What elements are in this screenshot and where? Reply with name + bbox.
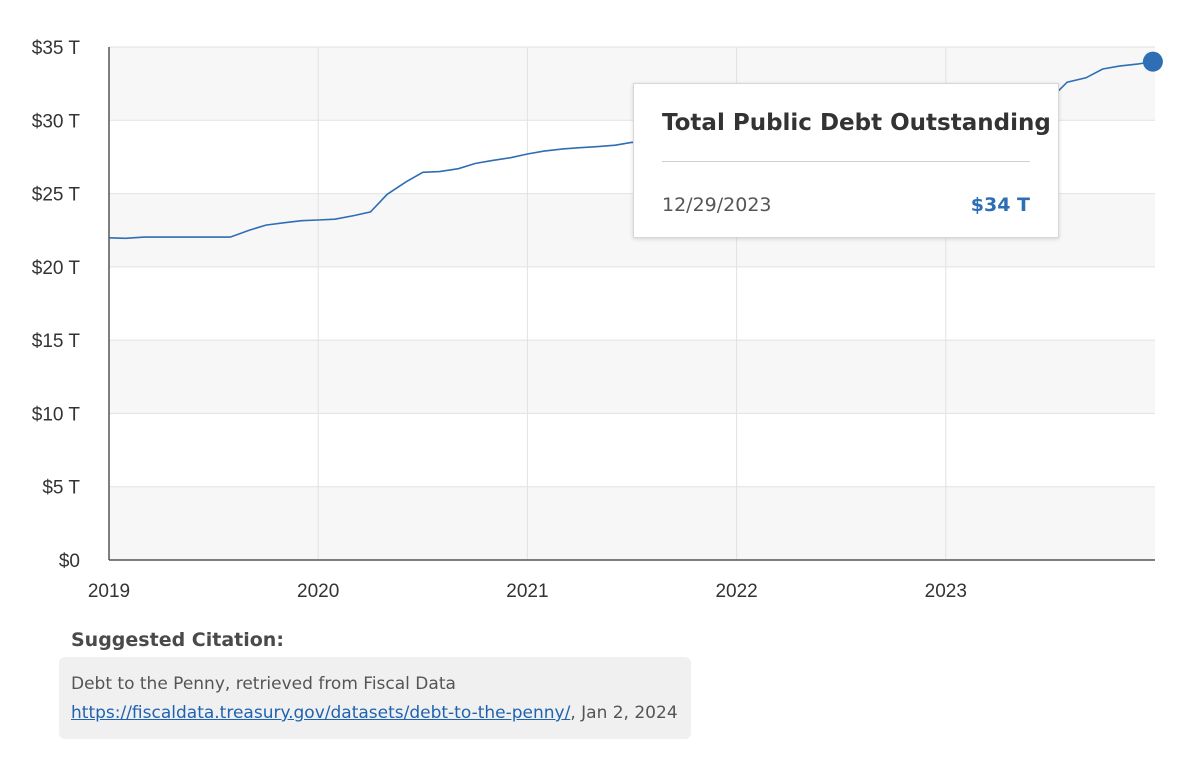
citation-box: Debt to the Penny, retrieved from Fiscal… (59, 657, 691, 739)
highlight-point (1142, 51, 1163, 72)
plot-band (109, 486, 1155, 560)
tooltip-value: $34 T (970, 194, 1030, 216)
y-tick-label: $10 T (32, 404, 81, 425)
plot-band (109, 266, 1155, 341)
citation-date: , Jan 2, 2024 (570, 703, 678, 723)
y-tick-label: $0 (59, 551, 80, 572)
plot-band (109, 413, 1155, 487)
x-tick-label: 2021 (506, 581, 548, 602)
x-tick-label: 2019 (88, 581, 130, 602)
y-tick-label: $5 T (42, 478, 80, 499)
tooltip: Total Public Debt Outstanding 12/29/2023… (633, 83, 1059, 238)
y-tick-label: $35 T (32, 38, 81, 59)
x-tick-label: 2022 (715, 581, 757, 602)
citation-link[interactable]: https://fiscaldata.treasury.gov/datasets… (71, 703, 571, 723)
citation-text: Debt to the Penny, retrieved from Fiscal… (71, 674, 456, 694)
x-tick-label: 2020 (297, 581, 339, 602)
plot-band (109, 340, 1155, 414)
y-tick-label: $30 T (32, 111, 81, 132)
y-tick-label: $25 T (32, 185, 81, 206)
tooltip-divider (662, 161, 1030, 162)
citation-heading: Suggested Citation: (71, 629, 284, 651)
tooltip-title: Total Public Debt Outstanding (662, 110, 1051, 136)
x-tick-label: 2023 (925, 581, 967, 602)
y-tick-label: $20 T (32, 258, 81, 279)
y-tick-label: $15 T (32, 331, 81, 352)
tooltip-date: 12/29/2023 (662, 194, 772, 216)
